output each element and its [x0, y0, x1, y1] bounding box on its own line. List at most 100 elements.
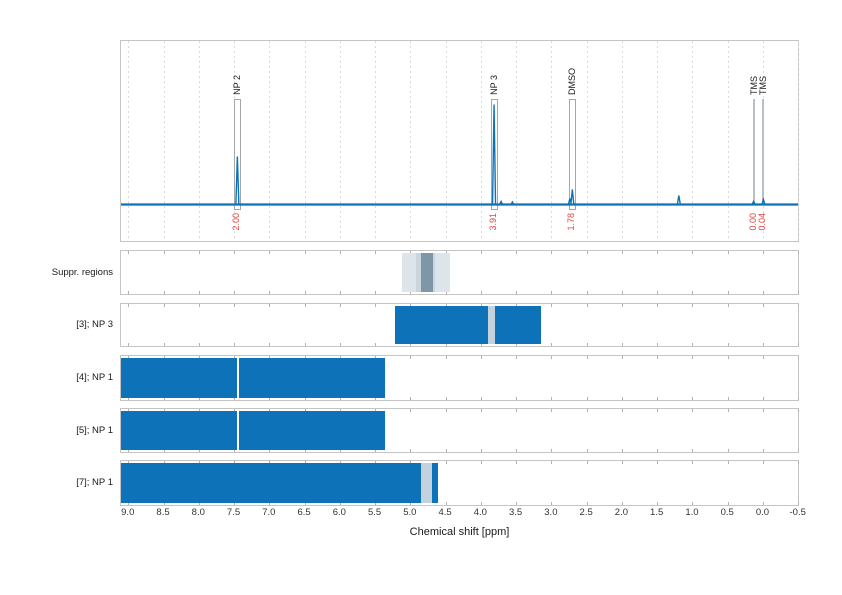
- axis-tick-label: 1.5: [650, 507, 664, 518]
- edge-tick: [551, 502, 553, 505]
- grid-line: [410, 41, 412, 241]
- edge-tick: [198, 461, 200, 464]
- axis-tick-label: 0.5: [720, 507, 734, 518]
- axis-tick-label: 5.5: [367, 507, 382, 518]
- axis-tick-label: 5.0: [403, 507, 417, 518]
- row-panel-np1-region-5: [120, 408, 800, 453]
- row-panel-np1-region-4: [120, 355, 800, 401]
- edge-tick: [375, 356, 377, 359]
- edge-tick: [551, 397, 553, 400]
- edge-tick: [304, 343, 306, 346]
- edge-tick: [198, 304, 200, 307]
- edge-tick: [516, 343, 518, 346]
- edge-tick: [375, 291, 377, 294]
- edge-tick: [410, 251, 412, 254]
- region-band-blue: [394, 306, 489, 344]
- edge-tick: [304, 251, 306, 254]
- edge-tick: [727, 343, 729, 346]
- axis-tick-label: 3.5: [509, 507, 523, 518]
- edge-tick: [128, 304, 130, 307]
- edge-tick: [762, 449, 764, 452]
- edge-tick: [269, 397, 271, 400]
- edge-tick: [586, 449, 588, 452]
- edge-tick: [198, 251, 200, 254]
- region-band-stripe: [421, 463, 432, 503]
- edge-tick: [269, 343, 271, 346]
- edge-tick: [621, 343, 623, 346]
- edge-tick: [410, 304, 412, 307]
- region-band-blue: [239, 411, 385, 450]
- grid-line: [586, 41, 588, 241]
- grid-line: [445, 41, 447, 241]
- edge-tick: [621, 397, 623, 400]
- edge-tick: [727, 461, 729, 464]
- edge-tick: [445, 291, 447, 294]
- region-band-blue: [239, 358, 386, 398]
- edge-tick: [445, 343, 447, 346]
- edge-tick: [339, 409, 341, 412]
- edge-tick: [798, 397, 800, 400]
- row-label-suppr-regions: Suppr. regions: [51, 267, 113, 278]
- edge-tick: [269, 356, 271, 359]
- axis-tick-label: 6.0: [332, 507, 346, 518]
- edge-tick: [798, 291, 800, 294]
- edge-tick: [480, 291, 482, 294]
- grid-line: [128, 41, 130, 241]
- edge-tick: [621, 461, 623, 464]
- grid-line: [198, 41, 200, 241]
- edge-tick: [727, 502, 729, 505]
- edge-tick: [586, 409, 588, 412]
- axis-tick-label: 8.0: [191, 507, 205, 518]
- edge-tick: [198, 409, 200, 412]
- edge-tick: [586, 461, 588, 464]
- edge-tick: [692, 343, 694, 346]
- edge-tick: [516, 409, 518, 412]
- row-panel-np3-region: [120, 303, 800, 347]
- edge-tick: [798, 343, 800, 346]
- edge-tick: [339, 343, 341, 346]
- edge-tick: [234, 304, 236, 307]
- grid-line: [163, 41, 165, 241]
- edge-tick: [163, 304, 165, 307]
- edge-tick: [727, 397, 729, 400]
- edge-tick: [304, 502, 306, 505]
- edge-tick: [128, 397, 130, 400]
- edge-tick: [128, 343, 130, 346]
- edge-tick: [727, 291, 729, 294]
- edge-tick: [516, 502, 518, 505]
- edge-tick: [375, 449, 377, 452]
- axis-title: Chemical shift [ppm]: [409, 526, 510, 538]
- edge-tick: [692, 409, 694, 412]
- edge-tick: [163, 343, 165, 346]
- edge-tick: [234, 502, 236, 505]
- edge-tick: [445, 397, 447, 400]
- edge-tick: [198, 502, 200, 505]
- edge-tick: [727, 449, 729, 452]
- edge-tick: [798, 502, 800, 505]
- axis-tick-label: 0.0: [755, 507, 770, 518]
- edge-tick: [163, 449, 165, 452]
- edge-tick: [657, 461, 659, 464]
- edge-tick: [516, 449, 518, 452]
- edge-tick: [727, 251, 729, 254]
- edge-tick: [269, 502, 271, 505]
- edge-tick: [621, 304, 623, 307]
- edge-tick: [692, 449, 694, 452]
- axis-tick-label: 3.0: [544, 507, 558, 518]
- edge-tick: [762, 502, 764, 505]
- edge-tick: [163, 397, 165, 400]
- axis-tick-label: 7.0: [262, 507, 276, 518]
- grid-line: [269, 41, 271, 241]
- edge-tick: [480, 343, 482, 346]
- edge-tick: [586, 343, 588, 346]
- axis-tick-label: 2.5: [579, 507, 593, 518]
- edge-tick: [657, 304, 659, 307]
- edge-tick: [445, 449, 447, 452]
- grid-line: [551, 41, 553, 241]
- edge-tick: [445, 461, 447, 464]
- edge-tick: [586, 397, 588, 400]
- edge-tick: [375, 502, 377, 505]
- edge-tick: [657, 356, 659, 359]
- edge-tick: [762, 397, 764, 400]
